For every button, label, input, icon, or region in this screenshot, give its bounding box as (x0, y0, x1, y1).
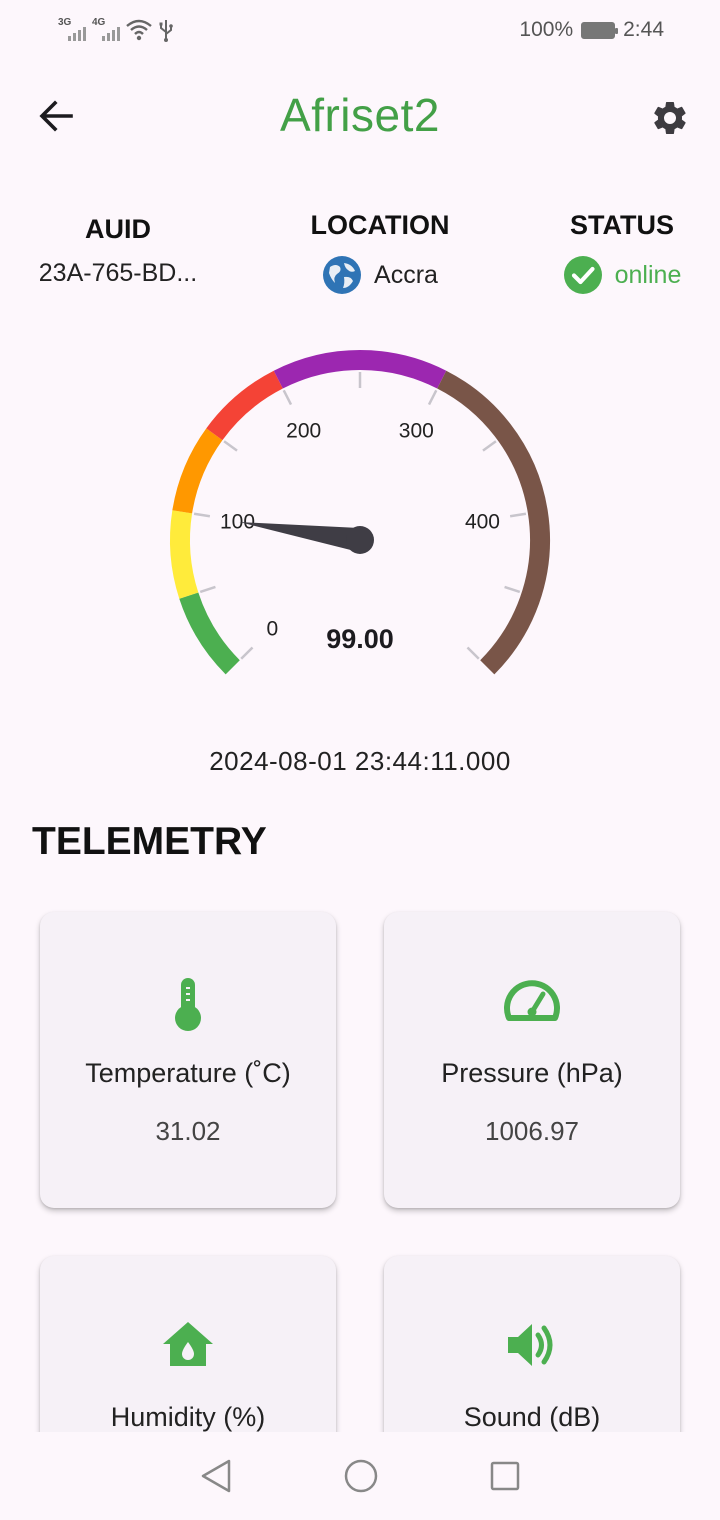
status-icons-left: 3G 4G (58, 16, 174, 44)
status-value-row: online (536, 255, 708, 295)
nav-back-icon[interactable] (199, 1458, 233, 1494)
wifi-icon (126, 19, 152, 41)
gauge-tick-label: 400 (465, 511, 500, 534)
network-type-2: 4G (92, 17, 106, 28)
settings-button[interactable] (646, 94, 694, 142)
pressure-card[interactable]: Pressure (hPa) 1006.97 (384, 912, 680, 1208)
gauge-band (206, 370, 284, 441)
gauge-tick-label: 100 (220, 511, 255, 534)
card-label: Temperature (˚C) (85, 1058, 291, 1088)
gauge-needle (239, 522, 362, 552)
location-label: LOCATION (310, 210, 450, 240)
usb-icon (159, 20, 173, 42)
status-bar: 3G 4G 100% 2:44 (0, 0, 720, 62)
status-label: STATUS (570, 210, 674, 240)
status-icons-right: 100% 2:44 (519, 18, 664, 42)
battery-percent: 100% (519, 18, 574, 41)
gear-icon (654, 101, 686, 135)
gauge-tick (282, 389, 293, 406)
gauge-value: 99.00 (326, 624, 394, 654)
globe-icon (323, 256, 362, 294)
system-nav-bar (0, 1432, 720, 1520)
card-label: Humidity (%) (110, 1402, 266, 1432)
volume-icon (508, 1324, 553, 1366)
auid-value: 23A-765-BD... (38, 259, 198, 287)
gauge-tick (509, 512, 527, 518)
signal-3g-icon: 3G (58, 17, 86, 43)
signal-4g-icon: 4G (92, 17, 120, 43)
reading-timestamp: 2024-08-01 23:44:11.000 (209, 746, 511, 776)
gauge-tick (240, 646, 254, 660)
auid-label: AUID (85, 214, 151, 244)
gauge-tick (223, 440, 238, 452)
gauge-tick (482, 440, 497, 452)
telemetry-title: TELEMETRY (32, 820, 267, 863)
nav-recents-icon[interactable] (489, 1460, 521, 1492)
home-humidity-icon (163, 1322, 213, 1366)
auid-block: AUID 23A-765-BD... (18, 214, 218, 288)
location-block: LOCATION Accra (270, 210, 490, 295)
gauge-tick (199, 585, 216, 594)
gauge-tick (466, 646, 480, 660)
gauge-tick (193, 512, 211, 518)
gauge-tick (504, 585, 521, 594)
location-value-row: Accra (270, 255, 490, 295)
gauge-band (172, 428, 223, 514)
network-type-1: 3G (58, 17, 72, 28)
gauge-band (437, 370, 550, 675)
card-label: Sound (dB) (463, 1402, 601, 1432)
check-circle-icon (563, 256, 602, 294)
gauge-tick-label: 0 (266, 618, 278, 641)
aqi-gauge: 0 100 200 300 400 99.00 (170, 350, 550, 675)
location-value: Accra (374, 260, 438, 289)
clock: 2:44 (623, 18, 664, 41)
card-value: 31.02 (155, 1116, 221, 1146)
thermometer-icon (175, 978, 201, 1031)
gauge-tick-label: 300 (399, 420, 434, 443)
card-value: 1006.97 (485, 1116, 579, 1146)
battery-icon (581, 21, 619, 39)
app-bar: Afriset2 (0, 80, 720, 156)
gauge-needle-hub (346, 526, 374, 554)
status-value: online (614, 260, 682, 289)
gauge-band (273, 350, 447, 389)
status-block: STATUS online (536, 210, 708, 295)
gauge-band (179, 592, 240, 675)
page-title: Afriset2 (280, 89, 440, 141)
gauge-tick-label: 200 (286, 420, 321, 443)
card-label: Pressure (hPa) (441, 1058, 623, 1088)
speedometer-icon (504, 980, 560, 1021)
nav-home-icon[interactable] (343, 1458, 379, 1494)
back-button[interactable] (34, 94, 78, 138)
gauge-tick (427, 389, 438, 406)
temperature-card[interactable]: Temperature (˚C) 31.02 (40, 912, 336, 1208)
gauge-band (170, 510, 199, 599)
arrow-left-icon (39, 100, 73, 132)
